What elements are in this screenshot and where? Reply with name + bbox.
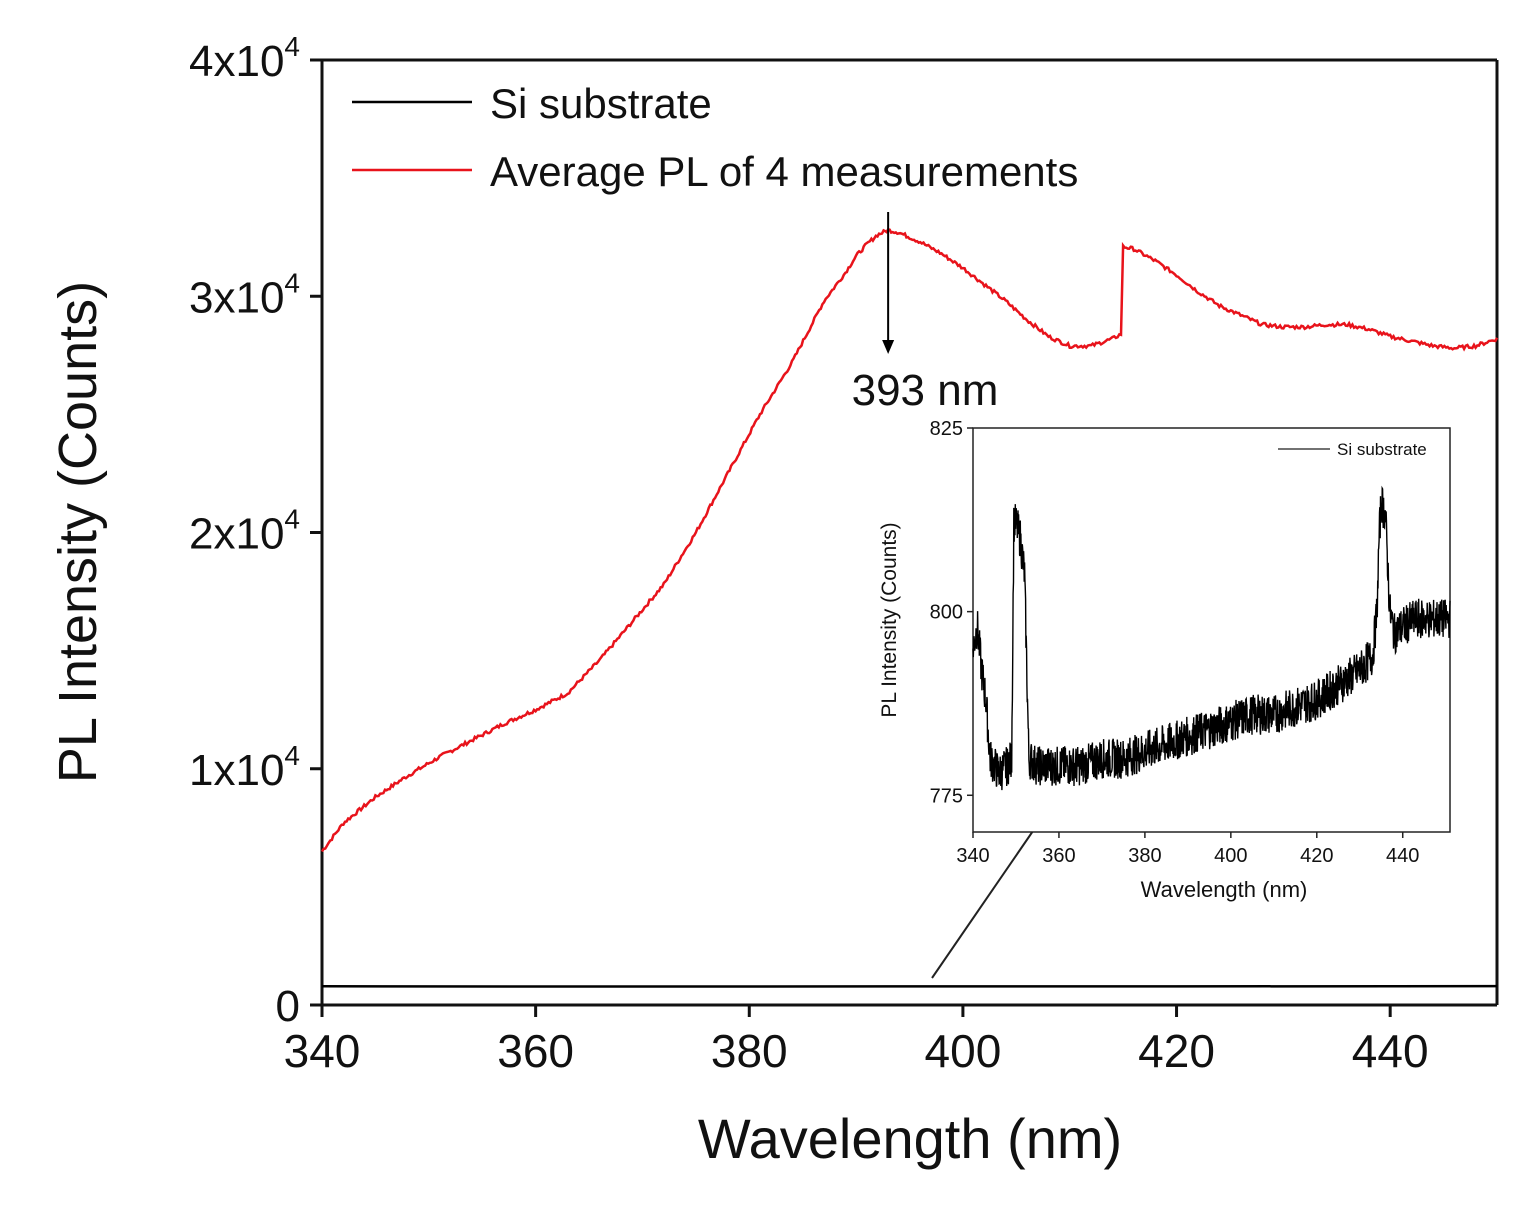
inset-y-ticks: 775 800 825 (930, 418, 973, 807)
main-x-ticks: 340 360 380 400 420 440 (284, 1005, 1429, 1077)
inset-legend-label: Si substrate (1337, 440, 1427, 459)
inset-x-ticks: 340 360 380 400 420 440 (956, 832, 1419, 867)
inset-x-tick-label-360: 360 (1042, 845, 1075, 867)
main-x-tick-label-340: 340 (284, 1025, 361, 1077)
main-x-tick-label-380: 380 (711, 1025, 788, 1077)
inset-x-tick-label-340: 340 (956, 845, 989, 867)
main-x-axis-label: Wavelength (nm) (698, 1107, 1122, 1170)
inset-y-tick-label-775: 775 (930, 785, 963, 807)
legend-label-average-pl: Average PL of 4 measurements (490, 148, 1078, 195)
main-x-tick-label-440: 440 (1352, 1025, 1429, 1077)
series-line-average-pl (320, 228, 1499, 853)
main-y-tick-label-0: 0 (276, 982, 300, 1031)
main-y-tick-label-2e4: 2x104 (189, 504, 300, 559)
main-chart: 340 360 380 400 420 440 0 1x104 2x104 3x104 4x104… (48, 31, 1499, 1170)
main-x-tick-label-400: 400 (925, 1025, 1002, 1077)
peak-label: 393 nm (852, 366, 999, 415)
main-y-tick-label-3e4: 3x104 (189, 267, 300, 322)
inset-y-tick-label-800: 800 (930, 602, 963, 624)
inset-chart: 340 360 380 400 420 440 775 800 825 PL Intensit… (878, 418, 1451, 902)
main-y-tick-label-1e4: 1x104 (189, 740, 300, 795)
inset-x-axis-label: Wavelength (nm) (1141, 877, 1308, 902)
peak-arrow-head (882, 340, 895, 354)
inset-y-axis-label: PL Intensity (Counts) (878, 522, 901, 717)
main-y-tick-label-4e4: 4x104 (189, 31, 300, 86)
inset-x-tick-label-420: 420 (1300, 845, 1333, 867)
legend-label-si-substrate: Si substrate (490, 80, 712, 127)
main-x-tick-label-360: 360 (497, 1025, 574, 1077)
inset-x-tick-label-440: 440 (1386, 845, 1419, 867)
peak-annotation: 393 nm (852, 212, 999, 415)
inset-series-line-si-substrate (972, 485, 1451, 791)
inset-x-tick-label-400: 400 (1214, 845, 1247, 867)
inset-y-tick-label-825: 825 (930, 418, 963, 440)
legend: Si substrate Average PL of 4 measurement… (352, 80, 1078, 195)
main-x-tick-label-420: 420 (1138, 1025, 1215, 1077)
main-y-axis-label: PL Intensity (Counts) (48, 281, 108, 783)
inset-legend: Si substrate (1278, 440, 1427, 459)
main-y-ticks: 0 1x104 2x104 3x104 4x104 (189, 31, 322, 1031)
inset-x-tick-label-380: 380 (1128, 845, 1161, 867)
